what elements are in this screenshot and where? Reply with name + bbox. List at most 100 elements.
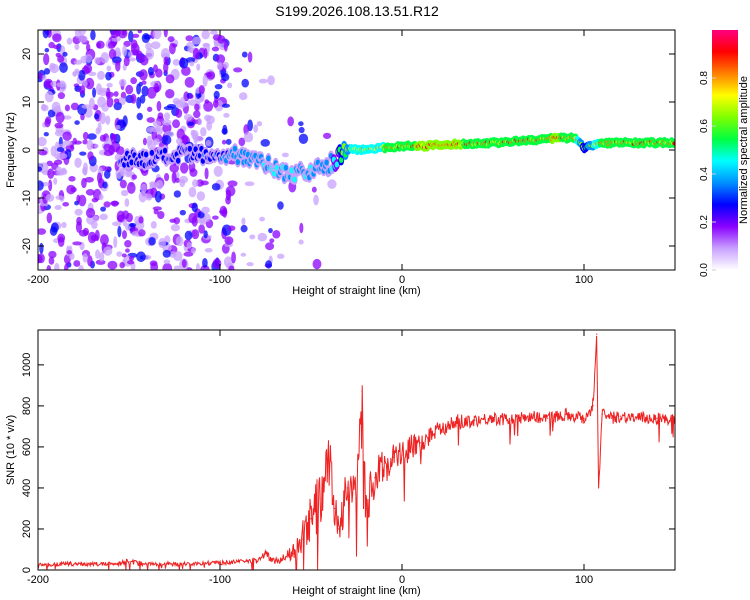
noise-blob: [231, 251, 236, 264]
noise-blob: [170, 223, 180, 232]
noise-blob: [164, 172, 170, 182]
y-tick-label: 20: [21, 48, 33, 60]
snr-point: [410, 446, 412, 448]
noise-blob: [161, 135, 172, 145]
noise-blob: [241, 51, 248, 58]
noise-blob: [96, 42, 102, 49]
snr-point: [383, 466, 385, 469]
noise-blob: [183, 251, 194, 257]
noise-blob: [47, 109, 56, 118]
noise-blob: [48, 256, 55, 265]
noise-blob: [123, 56, 130, 67]
noise-blob: [118, 78, 127, 87]
noise-blob: [64, 104, 70, 112]
noise-blob: [179, 209, 186, 216]
noise-blob: [175, 236, 184, 247]
snr-point: [592, 405, 594, 407]
ridge-point: [143, 151, 149, 158]
noise-blob: [223, 61, 229, 69]
noise-blob: [163, 30, 168, 38]
noise-blob: [205, 139, 212, 147]
noise-blob: [49, 62, 56, 71]
noise-blob: [147, 106, 153, 112]
snr-point: [610, 417, 612, 419]
noise-blob: [167, 36, 175, 43]
noise-blob: [260, 139, 270, 147]
ridge-point: [235, 159, 241, 166]
x-tick-label: -100: [209, 274, 231, 286]
noise-blob: [87, 255, 93, 267]
noise-blob: [119, 179, 127, 189]
snr-point: [565, 413, 567, 415]
noise-blob: [265, 260, 273, 269]
noise-blob: [195, 263, 200, 270]
noise-blob: [194, 103, 200, 111]
x-tick-label: 100: [575, 274, 593, 286]
noise-blob: [82, 79, 88, 88]
noise-blob: [204, 248, 213, 253]
noise-blob: [299, 222, 304, 234]
noise-blob: [253, 124, 259, 133]
noise-blob: [95, 249, 101, 259]
noise-blob: [162, 262, 173, 270]
noise-blob: [82, 253, 88, 263]
noise-blob: [138, 69, 148, 81]
noise-blob: [137, 30, 143, 34]
colorbar-gradient: [712, 30, 738, 270]
noise-blob: [187, 99, 198, 106]
noise-blob: [204, 114, 212, 122]
snr-point: [337, 528, 339, 530]
y-tick-label: 400: [21, 479, 33, 497]
noise-blob: [163, 112, 171, 121]
snr-point: [334, 507, 336, 510]
noise-blob: [47, 168, 55, 179]
x-tick-label: -200: [27, 574, 49, 586]
y-axis-label: SNR (10 * v/v): [5, 415, 17, 485]
noise-blob: [176, 128, 185, 141]
noise-blob: [201, 30, 210, 40]
figure-title: S199.2026.108.13.51.R12: [275, 3, 439, 19]
noise-blob: [211, 183, 221, 191]
noise-blob: [59, 62, 68, 74]
noise-blob: [108, 145, 115, 156]
snr-point: [355, 497, 358, 499]
noise-blob: [257, 232, 268, 242]
noise-blob: [243, 131, 254, 143]
snr-point: [146, 563, 148, 565]
noise-blob: [128, 51, 133, 58]
noise-blob: [62, 51, 68, 57]
noise-blob: [138, 216, 144, 224]
noise-blob: [72, 241, 82, 246]
ridge-point: [129, 159, 134, 166]
noise-blob: [99, 134, 107, 142]
noise-blob: [154, 82, 159, 93]
noise-blob: [224, 236, 234, 245]
noise-blob: [212, 100, 219, 108]
noise-blob: [113, 101, 122, 111]
snr-point: [292, 552, 294, 555]
noise-blob: [183, 113, 193, 121]
noise-blob: [149, 260, 158, 267]
noise-blob: [211, 46, 220, 52]
noise-blob: [152, 30, 162, 40]
noise-blob: [38, 180, 44, 191]
ridge-point: [334, 161, 340, 168]
spectrogram-marks: [38, 30, 675, 270]
noise-blob: [179, 162, 189, 174]
noise-blob: [199, 220, 206, 226]
y-axis-label: Frequency (Hz): [5, 112, 17, 188]
noise-blob: [147, 140, 156, 151]
snr-point: [528, 415, 531, 417]
noise-blob: [156, 179, 164, 190]
noise-blob: [99, 112, 106, 125]
snr-point: [73, 563, 75, 565]
noise-blob: [145, 193, 153, 201]
snr-point: [319, 497, 321, 499]
noise-blob: [72, 137, 77, 145]
noise-blob: [206, 71, 216, 80]
snr-point: [365, 507, 367, 510]
noise-blob: [223, 112, 230, 118]
noise-blob: [244, 181, 255, 187]
noise-blob: [166, 104, 176, 109]
snr-point: [547, 417, 549, 419]
